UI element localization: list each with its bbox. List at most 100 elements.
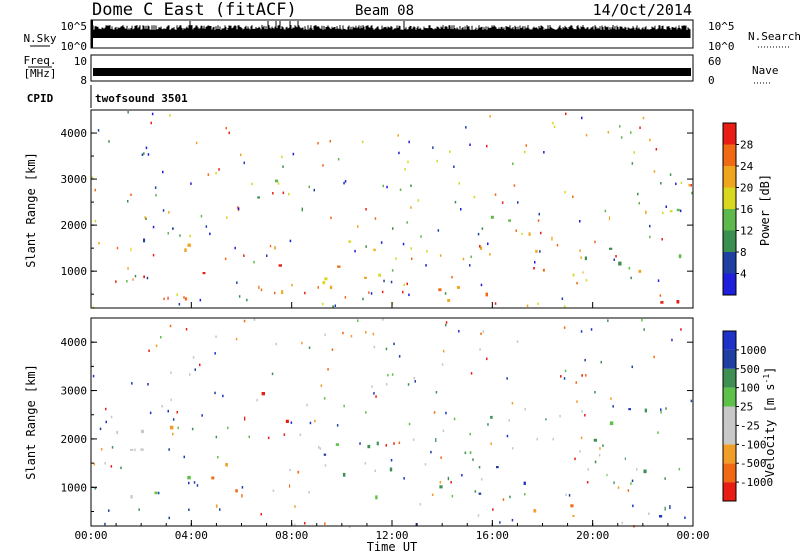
power-scatter-cell xyxy=(344,180,347,183)
velocity-cell xyxy=(367,444,371,449)
power-scatter-cell xyxy=(487,242,489,245)
power-colorbar-label: Power [dB] xyxy=(758,174,772,246)
velocity-scatter-cell xyxy=(631,479,634,483)
power-scatter-cell xyxy=(470,255,472,259)
power-scatter-cell xyxy=(534,261,536,264)
velocity-scatter-cell xyxy=(660,411,662,414)
power-scatter-cell xyxy=(354,249,356,253)
power-cell xyxy=(179,234,181,237)
velocity-scatter-cell xyxy=(600,360,602,364)
power-scatter-cell xyxy=(572,195,574,198)
velocity-scatter-cell xyxy=(290,421,293,424)
power-scatter-cell xyxy=(130,193,132,196)
power-scatter-cell xyxy=(469,264,471,267)
power-scatter-cell xyxy=(226,216,228,219)
velocity-scatter-cell xyxy=(194,368,196,371)
power-cell xyxy=(143,275,145,279)
velocity-scatter-cell xyxy=(445,411,447,415)
power-scatter-cell xyxy=(657,279,660,282)
power-cell xyxy=(274,246,276,250)
power-scatter-cell xyxy=(410,184,412,187)
power-cell xyxy=(678,254,682,259)
velocity-scatter-cell xyxy=(155,344,158,348)
power-scatter-cell xyxy=(126,280,128,283)
velocity-cell xyxy=(533,509,537,513)
velocity-cell xyxy=(187,475,191,480)
power-scatter-cell xyxy=(655,148,658,151)
power-scatter-cell xyxy=(403,283,405,287)
velocity-scatter-cell xyxy=(441,363,444,366)
power-scatter-cell xyxy=(329,140,331,143)
power-scatter-cell xyxy=(143,152,145,155)
power-scatter-cell xyxy=(462,257,465,261)
power-cell xyxy=(301,207,303,212)
velocity-scatter-cell xyxy=(480,332,482,335)
power-scatter-cell xyxy=(207,173,210,176)
velocity-cell xyxy=(244,416,246,421)
power-scatter-cell xyxy=(481,227,484,230)
velocity-scatter-cell xyxy=(511,447,514,450)
power-scatter-cell xyxy=(410,247,412,250)
power-scatter-cell xyxy=(365,245,367,248)
power-scatter-cell xyxy=(304,291,306,295)
power-colorbar-tick-label: 16 xyxy=(740,203,753,216)
power-cell xyxy=(278,264,282,267)
power-ytick-label: 4000 xyxy=(61,127,88,140)
power-scatter-cell xyxy=(489,253,491,256)
velocity-scatter-cell xyxy=(585,374,587,377)
velocity-scatter-cell xyxy=(387,373,389,377)
power-cell xyxy=(618,261,622,266)
power-cell xyxy=(143,238,146,243)
power-cell xyxy=(130,247,132,252)
nsky-tick-bottom: 10^0 xyxy=(61,40,88,53)
velocity-scatter-cell xyxy=(560,375,562,378)
velocity-scatter-cell xyxy=(407,383,410,386)
velocity-scatter-cell xyxy=(408,422,411,426)
power-scatter-cell xyxy=(289,239,292,243)
power-y-axis: 1000 2000 3000 4000 xyxy=(61,127,693,295)
power-scatter-cell xyxy=(225,126,227,130)
freq-label-line2: [MHz] xyxy=(23,67,56,80)
power-scatter-cell xyxy=(215,171,217,175)
freq-trace-band xyxy=(93,68,691,76)
power-cell xyxy=(257,196,260,199)
time-tick-label: 00:00 xyxy=(676,529,709,542)
velocity-scatter-cell xyxy=(111,446,114,449)
velocity-scatter-cell xyxy=(665,407,667,410)
velocity-cell xyxy=(613,481,615,485)
velocity-scatter-cell xyxy=(482,330,485,333)
power-scatter-cell xyxy=(512,162,514,165)
velocity-colorbar-tick-label: -25 xyxy=(740,419,760,432)
power-scatter-cell xyxy=(228,131,230,135)
velocity-scatter-cell xyxy=(594,391,596,394)
power-scatter-cell xyxy=(561,297,564,300)
power-scatter-cell xyxy=(322,164,324,167)
velocity-scatter-cell xyxy=(435,391,438,394)
power-scatter-cell xyxy=(661,238,663,241)
power-scatter-cell xyxy=(253,260,255,264)
velocity-colorbar-tick-label: 1000 xyxy=(740,344,767,357)
power-heatmap xyxy=(91,111,693,309)
power-ytick-label: 1000 xyxy=(61,265,88,278)
velocity-scatter-cell xyxy=(610,397,612,400)
velocity-scatter-cell xyxy=(477,514,480,517)
power-scatter-cell xyxy=(662,211,664,215)
power-cell xyxy=(479,246,483,250)
power-scatter-cell xyxy=(523,150,526,154)
power-cell xyxy=(172,227,174,230)
velocity-cell xyxy=(323,453,327,456)
power-colorbar-tick-label: 24 xyxy=(740,160,754,173)
power-scatter-cell xyxy=(344,296,347,299)
power-scatter-cell xyxy=(200,214,203,218)
velocity-colorbar-tick-label: -1000 xyxy=(740,476,773,489)
velocity-scatter-cell xyxy=(120,466,122,470)
velocity-scatter-cell xyxy=(607,319,609,322)
velocity-colorbar-tick-label: -500 xyxy=(740,457,767,470)
velocity-scatter-cell xyxy=(283,433,286,436)
power-cell xyxy=(485,292,488,297)
velocity-scatter-cell xyxy=(445,323,447,327)
velocity-scatter-cell xyxy=(364,462,367,465)
power-cell xyxy=(572,273,575,277)
power-colorbar-tick-label: 8 xyxy=(740,246,747,259)
